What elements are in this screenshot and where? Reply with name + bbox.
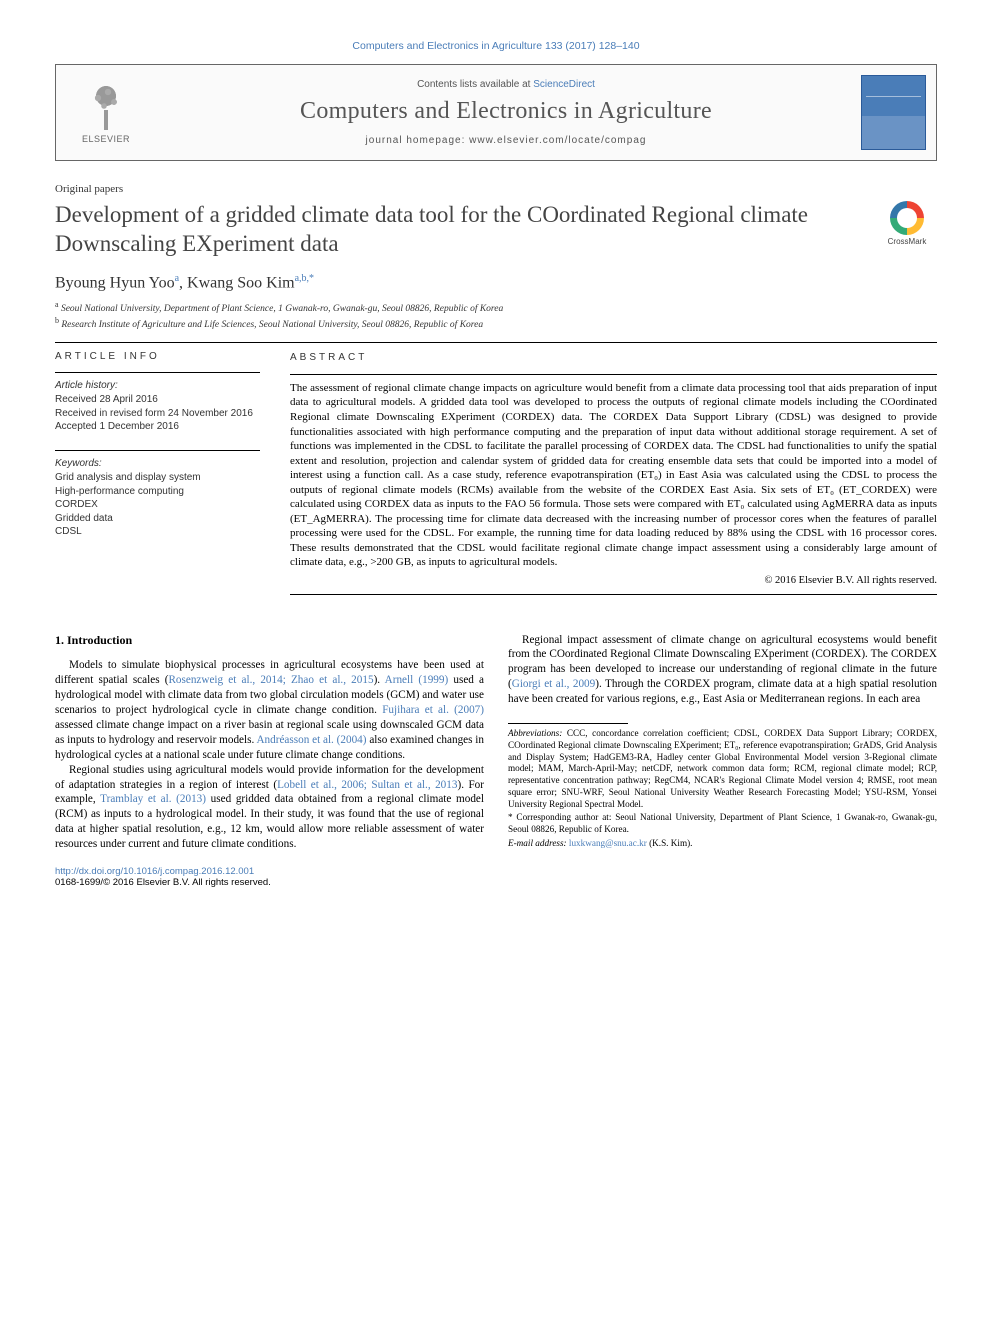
article-type: Original papers bbox=[55, 183, 937, 195]
author-2-affil: a,b,* bbox=[295, 273, 314, 284]
crossmark-label: CrossMark bbox=[888, 237, 927, 246]
homepage-prefix: journal homepage: bbox=[366, 135, 470, 146]
keyword: High-performance computing bbox=[55, 485, 260, 499]
history-received: Received 28 April 2016 bbox=[55, 393, 260, 407]
doi-link[interactable]: http://dx.doi.org/10.1016/j.compag.2016.… bbox=[55, 866, 254, 877]
corresponding-email[interactable]: luxkwang@snu.ac.kr bbox=[569, 838, 647, 848]
divider bbox=[290, 374, 937, 375]
abbreviations-label: Abbreviations: bbox=[508, 728, 562, 738]
history-label: Article history: bbox=[55, 379, 260, 393]
homepage-url: www.elsevier.com/locate/compag bbox=[469, 135, 646, 146]
crossmark-icon bbox=[890, 201, 924, 235]
abstract-heading: abstract bbox=[290, 351, 937, 364]
divider bbox=[55, 342, 937, 343]
citation-link[interactable]: Lobell et al., 2006; Sultan et al., 2013 bbox=[277, 779, 457, 791]
history-revised: Received in revised form 24 November 201… bbox=[55, 407, 260, 421]
publisher-name: ELSEVIER bbox=[82, 134, 130, 144]
abbreviations-text: CCC, concordance correlation coefficient… bbox=[508, 728, 937, 809]
affiliations: a Seoul National University, Department … bbox=[55, 300, 937, 332]
issn-copyright: 0168-1699/© 2016 Elsevier B.V. All right… bbox=[55, 877, 937, 888]
contents-available: Contents lists available at ScienceDirec… bbox=[166, 79, 846, 90]
article-info-heading: article info bbox=[55, 351, 260, 362]
citation-link[interactable]: Giorgi et al., 2009 bbox=[512, 678, 596, 690]
paragraph: Models to simulate biophysical processes… bbox=[55, 658, 484, 762]
keyword: CORDEX bbox=[55, 498, 260, 512]
citation-link[interactable]: Arnell (1999) bbox=[385, 674, 449, 686]
history-accepted: Accepted 1 December 2016 bbox=[55, 420, 260, 434]
footnote-divider bbox=[508, 723, 628, 724]
keyword: Grid analysis and display system bbox=[55, 471, 260, 485]
affiliation-a: Seoul National University, Department of… bbox=[61, 304, 503, 314]
keyword: CDSL bbox=[55, 525, 260, 539]
journal-name: Computers and Electronics in Agriculture bbox=[166, 98, 846, 125]
keywords-label: Keywords: bbox=[55, 457, 260, 471]
corresponding-label: * Corresponding author at: bbox=[508, 812, 611, 822]
crossmark-badge[interactable]: CrossMark bbox=[877, 201, 937, 246]
author-1: Byoung Hyun Yoo bbox=[55, 274, 175, 291]
elsevier-tree-icon bbox=[86, 82, 126, 130]
footnotes: Abbreviations: CCC, concordance correlat… bbox=[508, 728, 937, 850]
keyword: Gridded data bbox=[55, 512, 260, 526]
author-list: Byoung Hyun Yooa, Kwang Soo Kima,b,* bbox=[55, 273, 937, 292]
citation-link[interactable]: Rosenzweig et al., 2014; Zhao et al., 20… bbox=[168, 674, 373, 686]
paragraph: Regional impact assessment of climate ch… bbox=[508, 633, 937, 707]
doi-block: http://dx.doi.org/10.1016/j.compag.2016.… bbox=[55, 866, 937, 888]
article-history: Article history: Received 28 April 2016 … bbox=[55, 379, 260, 434]
email-label: E-mail address: bbox=[508, 838, 567, 848]
divider bbox=[55, 450, 260, 451]
abstract-copyright: © 2016 Elsevier B.V. All rights reserved… bbox=[290, 574, 937, 588]
author-2: Kwang Soo Kim bbox=[187, 274, 295, 291]
email-author-name: (K.S. Kim). bbox=[647, 838, 693, 848]
keywords-block: Keywords: Grid analysis and display syst… bbox=[55, 457, 260, 539]
journal-banner: ELSEVIER Contents lists available at Sci… bbox=[55, 64, 937, 161]
citation-link[interactable]: Fujihara et al. (2007) bbox=[382, 704, 484, 716]
abstract-column: abstract The assessment of regional clim… bbox=[290, 351, 937, 595]
abstract-text: The assessment of regional climate chang… bbox=[290, 381, 937, 570]
affiliation-b: Research Institute of Agriculture and Li… bbox=[61, 320, 483, 330]
citation-link[interactable]: Tramblay et al. (2013) bbox=[100, 793, 206, 805]
publisher-logo: ELSEVIER bbox=[66, 75, 146, 150]
citation-link[interactable]: Andréasson et al. (2004) bbox=[256, 734, 366, 746]
journal-cover-thumbnail bbox=[861, 75, 926, 150]
section-heading-introduction: 1. Introduction bbox=[55, 633, 484, 649]
divider bbox=[290, 594, 937, 595]
article-info-column: article info Article history: Received 2… bbox=[55, 351, 260, 595]
running-header: Computers and Electronics in Agriculture… bbox=[55, 40, 937, 52]
article-body: 1. Introduction Models to simulate bioph… bbox=[55, 633, 937, 853]
journal-homepage: journal homepage: www.elsevier.com/locat… bbox=[166, 135, 846, 146]
contents-prefix: Contents lists available at bbox=[417, 79, 533, 90]
divider bbox=[55, 372, 260, 373]
sciencedirect-link[interactable]: ScienceDirect bbox=[533, 79, 595, 90]
paragraph: Regional studies using agricultural mode… bbox=[55, 763, 484, 852]
article-title: Development of a gridded climate data to… bbox=[55, 201, 863, 259]
